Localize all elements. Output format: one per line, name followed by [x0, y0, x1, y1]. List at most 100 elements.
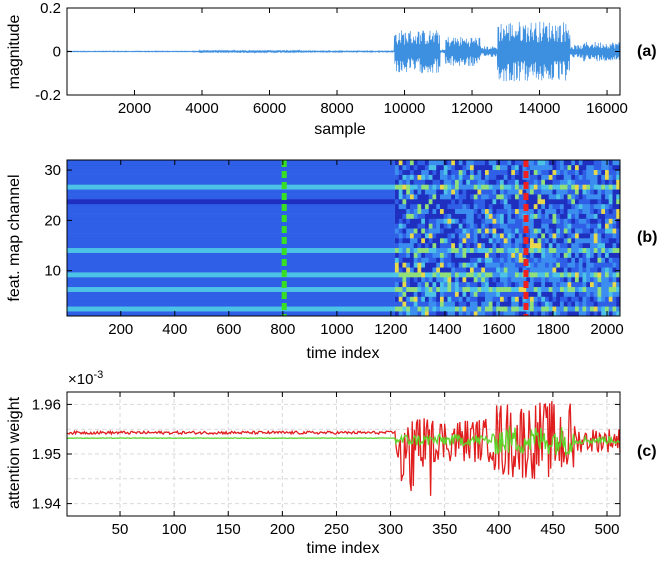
heatmap-cell — [436, 262, 441, 268]
heatmap-cell — [567, 179, 572, 185]
heatmap-cell — [488, 174, 493, 180]
heatmap-cell — [533, 262, 538, 268]
x-tick-label: 1000 — [320, 321, 353, 338]
heatmap-cell — [496, 213, 501, 219]
heatmap-cell — [533, 164, 538, 171]
heatmap-cell — [447, 301, 452, 307]
heatmap-cell — [417, 189, 422, 195]
heatmap-cell — [556, 218, 561, 224]
heatmap-cell — [409, 247, 415, 253]
heatmap-cell — [451, 301, 456, 307]
heatmap-cell — [556, 262, 561, 268]
heatmap-cell — [574, 160, 580, 166]
heatmap-cell — [469, 252, 475, 258]
heatmap-cell — [544, 262, 550, 268]
heatmap-cell — [406, 223, 411, 229]
heatmap-cell — [571, 203, 576, 210]
heatmap-cell — [499, 252, 505, 258]
heatmap-cell — [458, 306, 463, 312]
heatmap-cell — [413, 189, 418, 195]
heatmap-cell — [424, 223, 430, 229]
heatmap-cell — [398, 242, 403, 249]
x-tick-label: 50 — [112, 521, 129, 538]
heatmap-cell — [488, 267, 493, 273]
heatmap-cell — [582, 174, 587, 180]
heatmap-cell — [529, 208, 535, 214]
heatmap-cell — [552, 272, 557, 278]
heatmap-cell — [567, 223, 572, 229]
heatmap-cell — [608, 301, 613, 307]
heatmap-cell — [406, 233, 411, 239]
heatmap-cell — [597, 169, 602, 175]
heatmap-cell — [604, 277, 610, 283]
heatmap-cell — [413, 233, 418, 239]
heatmap-cell — [462, 194, 467, 200]
heatmap-cell — [597, 296, 602, 302]
heatmap-cell — [578, 247, 583, 253]
heatmap-cell — [608, 189, 613, 195]
heatmap-cell — [574, 213, 580, 219]
heatmap-cell — [552, 169, 557, 175]
heatmap-cell — [597, 189, 602, 195]
heatmap-cell — [428, 272, 433, 278]
heatmap-cell — [514, 272, 520, 278]
heatmap-cell — [484, 179, 490, 185]
heatmap-cell — [563, 218, 568, 224]
heatmap-cell — [477, 301, 482, 307]
heatmap-cell — [454, 169, 460, 175]
heatmap-cell — [484, 160, 490, 166]
heatmap-cell — [559, 228, 565, 234]
heatmap-cell — [454, 311, 460, 317]
heatmap-cell — [454, 272, 460, 278]
heatmap-cell — [496, 242, 501, 249]
heatmap-cell — [417, 169, 422, 175]
heatmap-cell — [481, 281, 486, 288]
heatmap-cell — [466, 199, 471, 205]
heatmap-row-early — [67, 262, 395, 268]
heatmap-cell — [601, 257, 606, 263]
heatmap-cell — [586, 218, 591, 224]
heatmap-cell — [447, 160, 452, 166]
heatmap-cell — [511, 311, 516, 317]
heatmap-cell — [398, 213, 403, 219]
panel-c-grid — [67, 392, 620, 516]
heatmap-cell — [409, 199, 415, 205]
heatmap-cell — [559, 233, 565, 239]
heatmap-cell — [496, 277, 501, 283]
heatmap-cell — [544, 272, 550, 278]
heatmap-cell — [616, 223, 621, 229]
heatmap-cell — [454, 164, 460, 171]
heatmap-cell — [593, 238, 598, 244]
heatmap-cell — [447, 247, 452, 253]
heatmap-cell — [484, 174, 490, 180]
heatmap-cell — [421, 291, 426, 297]
heatmap-cell — [582, 267, 587, 273]
heatmap-cell — [556, 301, 561, 307]
heatmap-cell — [556, 267, 561, 273]
x-tick-label: 16000 — [586, 100, 628, 117]
heatmap-cell — [571, 286, 576, 292]
heatmap-cell — [597, 208, 602, 214]
heatmap-cell — [421, 252, 426, 258]
heatmap-cell — [601, 291, 606, 297]
heatmap-cell — [507, 203, 512, 210]
heatmap-cell — [394, 301, 400, 307]
heatmap-cell — [488, 160, 493, 166]
heatmap-cell — [473, 257, 478, 263]
heatmap-cell — [469, 223, 475, 229]
heatmap-cell — [567, 160, 572, 166]
heatmap-cell — [556, 179, 561, 185]
heatmap-cell — [398, 160, 403, 166]
heatmap-cell — [402, 262, 407, 268]
heatmap-cell — [586, 174, 591, 180]
panel-a-ylabel: magnitude — [6, 15, 23, 90]
heatmap-cell — [511, 262, 516, 268]
heatmap-cell — [589, 160, 595, 166]
heatmap-cell — [402, 169, 407, 175]
heatmap-cell — [398, 179, 403, 185]
heatmap-cell — [496, 208, 501, 214]
heatmap-cell — [533, 286, 538, 292]
heatmap-cell — [582, 179, 587, 185]
heatmap-cell — [462, 272, 467, 278]
heatmap-cell — [593, 262, 598, 268]
